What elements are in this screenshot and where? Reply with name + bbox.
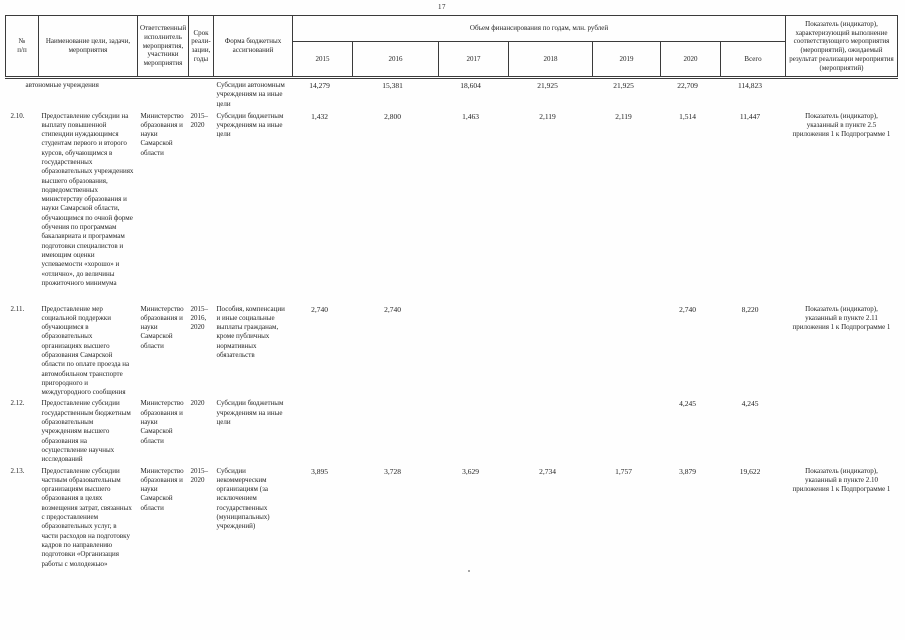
header-indicator: Показатель (индикатор), характеризующий … [785,15,898,78]
cell-executor: Министерство образования и науки Самарск… [140,466,184,512]
cell-2019: 21,925 [613,81,634,90]
table-row-2-13: 2.13. Предоставление субсидии частным об… [6,465,898,585]
cell-2018: 21,925 [537,81,558,90]
cell-name: Предоставление мер социальной поддержки … [41,304,130,397]
header-year-total: Всего [720,41,786,78]
cell-2020: 22,709 [677,81,698,90]
cell-2018: 2,734 [539,466,556,476]
cell-indicator: Показатель (индикатор), указанный в пунк… [792,466,891,494]
cell-2016: 15,381 [382,81,403,90]
header-num: № п/п [5,15,39,78]
cell-total: 4,245 [741,399,759,409]
cell-term: 2020 [190,399,205,408]
cell-2015: 3,895 [311,466,328,476]
cell-2015: 1,432 [311,111,328,121]
cell-total: 11,447 [739,111,761,121]
cell-form: Пособия, компенсации и иные социальные в… [216,304,285,359]
cell-num: 2.12. [10,399,25,408]
cell-2018 [509,303,593,398]
cell-2017 [439,397,509,464]
cell-form: Субсидии автономным учреждениям на иные … [216,81,285,108]
cell-2020: 3,879 [679,466,696,476]
cell-indicator: Показатель (индикатор), указанный в пунк… [792,111,891,139]
cell-executor: Министерство образования и науки Самарск… [140,304,184,350]
scan-artifact-dot [468,570,470,572]
table-row-2-11: 2.11. Предоставление мер социальной подд… [6,303,898,398]
cell-executor: Министерство образования и науки Самарск… [140,399,184,445]
header-name: Наименование цели, задачи, мероприятия [38,15,138,78]
header-year-2019: 2019 [592,41,661,78]
cell-2020: 4,245 [679,399,696,409]
header-year-2015: 2015 [292,41,353,78]
cell-2020: 2,740 [679,304,696,314]
cell-2015: 14,279 [309,81,330,90]
cell-2017: 3,629 [462,466,479,476]
cell-2019 [593,397,661,464]
cell-2016: 2,800 [384,111,401,121]
cell-total: 114,823 [737,81,763,90]
cell-name: Предоставление субсидии на выплату повыш… [41,111,134,287]
header-year-2017: 2017 [438,41,509,78]
cell-term: 2015– 2020 [190,111,209,129]
page-number: 17 [438,3,446,11]
cell-term: 2015– 2016, 2020 [190,304,209,332]
header-year-2018: 2018 [508,41,593,78]
cell-term [189,78,214,110]
cell-2018: 2,119 [539,111,556,121]
cell-form: Субсидии бюджетным учреждениям на иные ц… [216,111,284,139]
cell-num: 2.10. [10,111,25,120]
cell-2016: 3,728 [384,466,401,476]
cell-name: Предоставление субсидии государственным … [41,399,131,464]
cell-2020: 1,514 [679,111,696,121]
cell-indicator [786,397,898,464]
cell-2019: 1,757 [615,466,632,476]
cell-executor [138,78,189,110]
header-year-2016: 2016 [352,41,439,78]
header-form: Форма бюджетных ассигнований [213,15,293,78]
cell-2016: 2,740 [384,304,401,314]
cell-name: Предоставление субсидии частным образова… [41,466,132,568]
financing-table: № п/п Наименование цели, задачи, меропри… [5,15,898,585]
cell-2018 [509,397,593,464]
cell-2015 [293,397,353,464]
table-row-2-12: 2.12. Предоставление субсидии государств… [6,397,898,464]
table-row-continuation: автономные учреждения Субсидии автономны… [6,78,898,110]
cell-num: 2.13. [10,466,25,475]
table-header: № п/п Наименование цели, задачи, меропри… [5,15,898,78]
cell-executor: Министерство образования и науки Самарск… [140,111,184,157]
cell-form: Субсидии некоммерческим организациям (за… [216,466,270,531]
cell-2017 [439,303,509,398]
cell-indicator [786,78,898,110]
cell-2016 [353,397,439,464]
header-executor: Ответственный исполнитель мероприятия, у… [137,15,189,78]
cell-2015: 2,740 [311,304,328,314]
cell-form: Субсидии бюджетным учреждениям на иные ц… [216,399,284,427]
cell-indicator: Показатель (индикатор), указанный в пунк… [792,304,891,332]
cell-2017: 1,463 [462,111,479,121]
cell-2017: 18,604 [460,81,481,90]
cell-total: 19,622 [739,466,761,476]
header-term: Срок реали­зации, годы [188,15,214,78]
table-row-2-10: 2.10. Предоставление субсидии на выплату… [6,110,898,303]
cell-name: автономные учреждения [25,81,99,89]
cell-2019: 2,119 [615,111,632,121]
cell-term: 2015– 2020 [190,466,209,484]
header-finance-group: Объем финансирования по годам, млн. рубл… [292,15,786,42]
header-year-2020: 2020 [660,41,721,78]
cell-2019 [593,303,661,398]
cell-num: 2.11. [10,304,25,313]
cell-total: 8,220 [741,304,759,314]
